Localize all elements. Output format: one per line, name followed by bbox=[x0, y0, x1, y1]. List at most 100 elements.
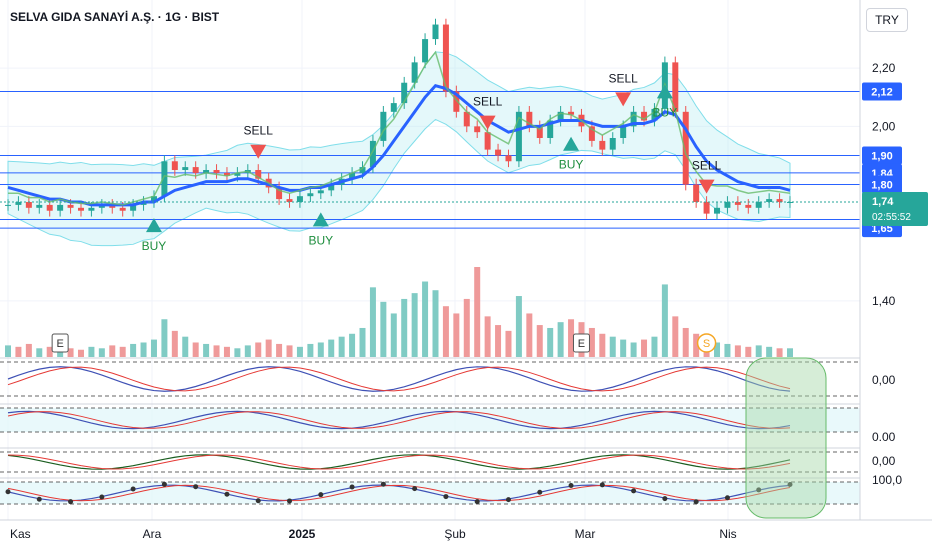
indicator-dot bbox=[99, 494, 105, 500]
volume-bar bbox=[369, 287, 376, 357]
volume-bar bbox=[787, 348, 793, 357]
currency-selector[interactable]: TRY bbox=[866, 8, 908, 32]
x-tick-label: 2025 bbox=[289, 527, 316, 541]
level-tag bbox=[862, 146, 902, 165]
highlight-zone bbox=[745, 357, 827, 519]
volume-bar bbox=[192, 342, 199, 357]
candle-body bbox=[192, 167, 199, 173]
candle-body bbox=[130, 204, 137, 211]
candle-body bbox=[223, 172, 230, 176]
volume-bar bbox=[255, 342, 262, 357]
volume-bar bbox=[77, 349, 84, 357]
volume-bar bbox=[401, 298, 408, 357]
sell-arrow bbox=[479, 115, 496, 130]
buy-label: BUY bbox=[653, 105, 678, 119]
candle-body bbox=[672, 62, 679, 112]
earnings-marker bbox=[51, 333, 69, 353]
level-label: 1,80 bbox=[871, 180, 892, 192]
x-tick-label: Kas bbox=[10, 527, 31, 541]
current-price-label: 1,74 bbox=[872, 196, 894, 208]
indicator-line bbox=[7, 484, 791, 502]
volume-bar bbox=[328, 339, 335, 357]
indicator-dot bbox=[443, 494, 449, 500]
candle-body bbox=[515, 111, 522, 162]
candle-body bbox=[203, 170, 210, 173]
candle-body bbox=[390, 103, 397, 112]
volume-bar bbox=[338, 336, 345, 357]
candle-body bbox=[526, 111, 533, 127]
level-label: 2,12 bbox=[871, 86, 892, 98]
candle-body bbox=[755, 202, 762, 208]
candle-body bbox=[776, 199, 783, 202]
sell-arrow bbox=[250, 144, 267, 159]
volume-bar bbox=[432, 290, 439, 357]
candle-body bbox=[588, 126, 595, 141]
candle-body bbox=[630, 111, 637, 127]
indicator-dot bbox=[662, 496, 668, 502]
volume-bar bbox=[672, 316, 679, 357]
buy-arrow bbox=[312, 212, 329, 227]
volume-bar bbox=[568, 319, 575, 357]
earnings-marker bbox=[572, 333, 590, 353]
indicator-dot bbox=[161, 481, 167, 487]
candle-body bbox=[745, 204, 752, 208]
volume-bar bbox=[682, 327, 689, 357]
indicator-dot bbox=[505, 497, 511, 503]
candle-body bbox=[77, 207, 84, 211]
volume-bar bbox=[442, 306, 449, 357]
candle-body bbox=[557, 111, 564, 121]
candle-body bbox=[693, 184, 700, 202]
band-fill bbox=[7, 51, 791, 247]
candle-body bbox=[255, 170, 262, 179]
volume-bar bbox=[693, 333, 700, 357]
volume-bar bbox=[776, 348, 783, 357]
candle-body bbox=[609, 138, 616, 150]
volume-bar bbox=[119, 346, 126, 357]
indicator-dot bbox=[193, 484, 199, 490]
volume-bar bbox=[130, 343, 137, 357]
volume-bar bbox=[661, 284, 668, 357]
ma-line bbox=[7, 83, 791, 207]
indicator-dot bbox=[130, 486, 136, 492]
volume-bar bbox=[484, 316, 491, 357]
sell-label: SELL bbox=[692, 159, 722, 173]
bollinger-band bbox=[7, 51, 791, 247]
volume-bar bbox=[380, 301, 387, 357]
candle-body bbox=[442, 24, 449, 92]
buy-arrow bbox=[656, 84, 673, 99]
candle-body bbox=[724, 202, 731, 208]
indicator-dot bbox=[287, 498, 293, 504]
candle-body bbox=[171, 161, 178, 170]
candle-body bbox=[599, 140, 606, 150]
indicator-dot bbox=[5, 489, 11, 495]
volume-bar bbox=[67, 348, 74, 357]
indicator-signal-line bbox=[7, 411, 791, 429]
y-tick-label: 1,40 bbox=[872, 294, 896, 308]
candle-body bbox=[484, 132, 491, 150]
indicator-value: 100,0 bbox=[872, 473, 902, 487]
indicator-dot bbox=[68, 499, 74, 505]
volume-bar bbox=[150, 339, 157, 357]
candle-body bbox=[46, 204, 53, 211]
level-tag bbox=[862, 82, 902, 101]
candle-body bbox=[286, 199, 293, 202]
candle-body bbox=[36, 204, 43, 208]
volume-bar bbox=[161, 319, 168, 357]
candle-body bbox=[150, 196, 157, 202]
level-label: 1,65 bbox=[871, 223, 892, 235]
candle-body bbox=[714, 207, 721, 214]
volume-bar bbox=[213, 345, 220, 357]
volume-bar bbox=[609, 336, 616, 357]
volume-bar bbox=[714, 342, 721, 357]
candle-body bbox=[369, 140, 376, 168]
candle-body bbox=[317, 190, 324, 194]
candle-body bbox=[734, 202, 741, 205]
y-tick-label: 2,20 bbox=[872, 61, 896, 75]
indicator-panels: 0,00 0.00 0,00 100,0 bbox=[0, 357, 902, 519]
volume-bar bbox=[588, 327, 595, 357]
indicator-dot bbox=[36, 496, 42, 502]
indicator-dot bbox=[349, 484, 355, 490]
x-tick-label: Mar bbox=[575, 527, 596, 541]
